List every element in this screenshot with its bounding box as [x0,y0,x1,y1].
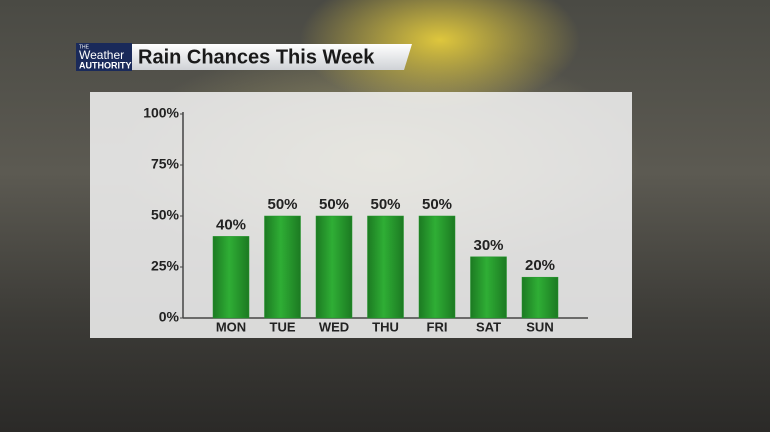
y-tick-label: 75% [151,156,180,172]
title-banner [132,44,412,70]
x-tick-label: TUE [270,319,296,334]
x-tick-label: MON [216,319,246,334]
bar [418,215,456,319]
x-tick-label: THU [372,319,399,334]
logo-box [76,43,132,71]
logo-text: AUTHORITY [79,60,132,70]
y-tick-label: 0% [159,309,180,325]
bar [521,276,559,319]
value-label: 20% [525,257,555,274]
bar [212,236,250,319]
x-tick-label: FRI [427,319,448,334]
y-tick-label: 25% [151,258,180,274]
logo-text: Weather [79,48,124,62]
value-label: 50% [370,196,400,213]
bar [470,256,507,319]
x-tick-label: SUN [526,319,553,334]
logo-text: THE [79,44,90,50]
bar [264,215,301,319]
x-tick-label: WED [319,319,349,334]
value-label: 30% [473,237,503,254]
value-label: 50% [319,196,349,213]
bar [315,215,353,319]
bar [367,215,404,319]
value-label: 50% [422,196,452,213]
y-tick-label: 100% [143,105,179,121]
chart-title: Rain Chances This Week [138,46,375,68]
value-label: 50% [267,196,297,213]
x-tick-label: SAT [476,319,501,334]
y-tick-label: 50% [151,207,180,223]
value-label: 40% [216,216,246,233]
